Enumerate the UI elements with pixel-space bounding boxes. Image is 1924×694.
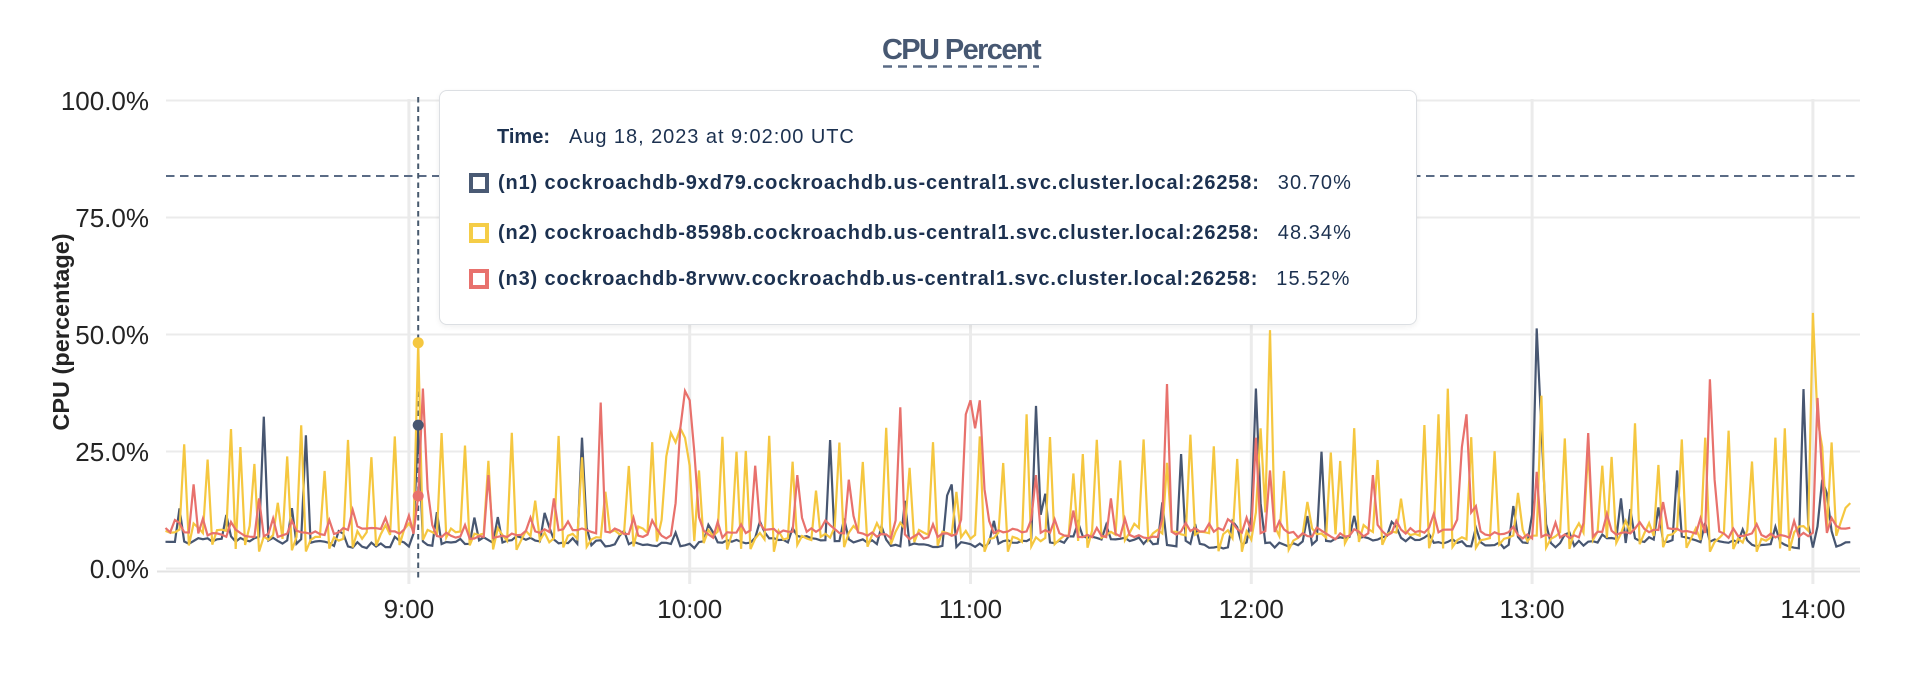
svg-text:100.0%: 100.0%	[61, 86, 149, 116]
svg-text:25.0%: 25.0%	[75, 437, 149, 467]
svg-text:CPU (percentage): CPU (percentage)	[48, 233, 74, 430]
svg-text:50.0%: 50.0%	[75, 320, 149, 350]
svg-text:10:00: 10:00	[657, 594, 722, 624]
svg-text:CPU Percent: CPU Percent	[882, 34, 1042, 66]
svg-text:13:00: 13:00	[1500, 594, 1565, 624]
svg-text:14:00: 14:00	[1780, 594, 1845, 624]
svg-text:11:00: 11:00	[939, 594, 1002, 624]
svg-text:0.0%: 0.0%	[90, 554, 149, 584]
svg-text:12:00: 12:00	[1219, 594, 1284, 624]
svg-text:75.0%: 75.0%	[75, 203, 149, 233]
svg-text:9:00: 9:00	[384, 594, 435, 624]
